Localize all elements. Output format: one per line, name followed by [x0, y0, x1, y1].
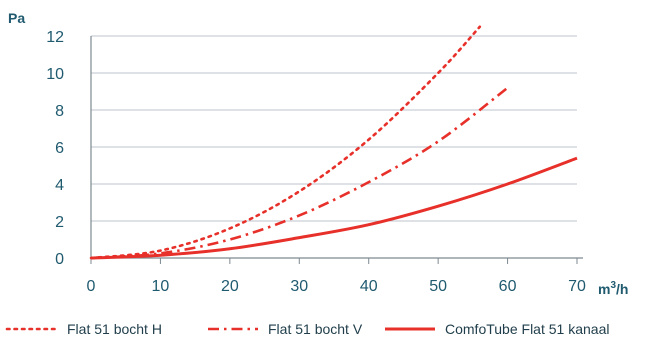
- x-tick-label: 70: [568, 278, 586, 295]
- axes: 0 2 4 6 8 10 12 0 10 20 30 40 50 60 70: [46, 29, 586, 295]
- y-tick-label: 10: [46, 66, 64, 83]
- grid-lines: [91, 35, 577, 222]
- x-tick-label: 30: [290, 278, 308, 295]
- legend-label: ComfoTube Flat 51 kanaal: [445, 321, 609, 337]
- x-tick-label: 20: [221, 278, 239, 295]
- y-tick-label: 0: [55, 251, 64, 268]
- series-line-flat-51-bocht-h: [89, 25, 482, 260]
- legend-label: Flat 51 bocht V: [268, 321, 363, 337]
- x-tick-label: 10: [152, 278, 170, 295]
- y-tick-label: 4: [55, 177, 64, 194]
- x-tick-label: 0: [87, 278, 96, 295]
- y-tick-label: 12: [46, 29, 64, 46]
- series-lines: [89, 25, 578, 260]
- series-line-flat-51-bocht-v: [90, 86, 509, 260]
- x-tick-label: 60: [499, 278, 517, 295]
- x-tick-label: 40: [360, 278, 378, 295]
- y-tick-label: 6: [55, 140, 64, 157]
- y-tick-label: 8: [55, 103, 64, 120]
- x-tick-label: 50: [429, 278, 447, 295]
- y-axis-label: Pa: [8, 10, 25, 26]
- legend-label: Flat 51 bocht H: [67, 321, 162, 337]
- x-axis-label: m3/h: [598, 280, 628, 297]
- series-line-comfotube-flat-51-kanaal: [90, 156, 578, 260]
- y-tick-label: 2: [55, 214, 64, 231]
- legend: Flat 51 bocht H Flat 51 bocht V ComfoTube …: [5, 321, 609, 337]
